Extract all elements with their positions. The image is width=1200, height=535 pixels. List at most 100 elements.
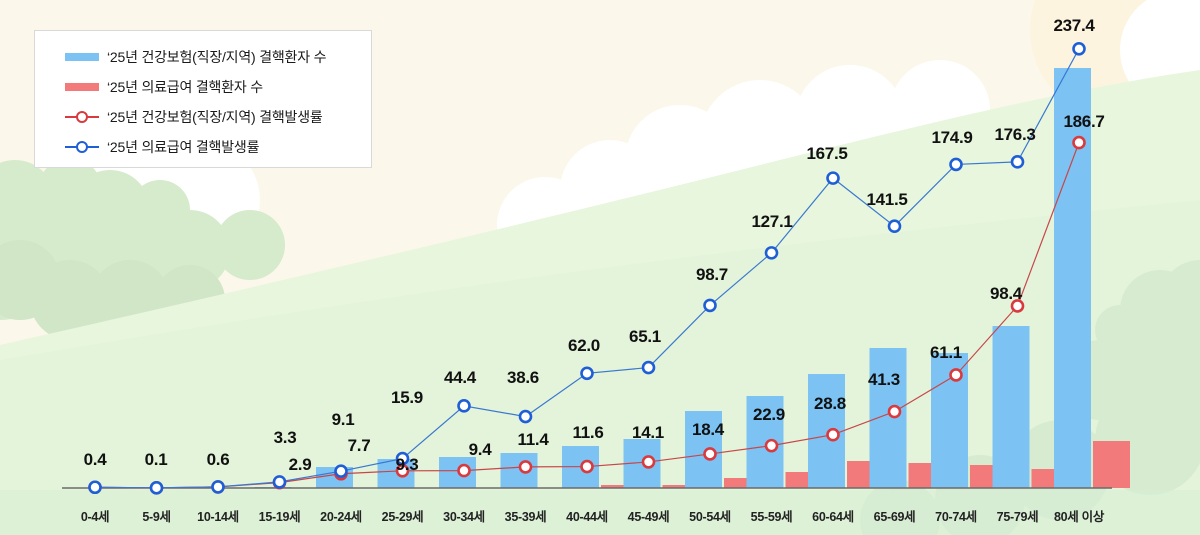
legend-label: ‘25년 의료급여 결핵환자 수 bbox=[107, 79, 263, 95]
legend-bar-swatch-blue bbox=[65, 53, 99, 61]
bar-series-group bbox=[254, 68, 1130, 488]
legend-label: ‘25년 건강보험(직장/지역) 결핵환자 수 bbox=[107, 49, 327, 65]
bar-health-count bbox=[869, 348, 907, 488]
marker-aid-rate bbox=[395, 451, 410, 466]
x-axis-label: 10-14세 bbox=[197, 510, 239, 524]
bar-health-count bbox=[746, 396, 784, 488]
x-axis-label: 15-19세 bbox=[258, 510, 301, 524]
marker-health-rate bbox=[641, 455, 656, 469]
legend-label: ‘25년 의료급여 결핵발생률 bbox=[107, 139, 260, 155]
x-axis-label: 35-39세 bbox=[504, 510, 547, 524]
marker-health-rate bbox=[703, 447, 717, 461]
value-label-aid-rate: 176.3 bbox=[994, 125, 1036, 144]
value-label-health-rate: 98.4 bbox=[990, 284, 1022, 303]
bar-health-count bbox=[685, 411, 722, 488]
value-label-aid-rate: 9.1 bbox=[331, 410, 355, 429]
x-axis-label: 40-44세 bbox=[566, 510, 608, 524]
x-axis-label: 5-9세 bbox=[142, 510, 171, 524]
value-label-health-rate: 14.1 bbox=[632, 423, 664, 442]
marker-aid-rate bbox=[334, 464, 348, 478]
legend-line-marker-blue-icon bbox=[65, 141, 99, 153]
value-label-health-rate: 7.7 bbox=[347, 436, 371, 455]
x-axis-label: 25-29세 bbox=[381, 510, 424, 524]
bar-aid-count bbox=[724, 478, 761, 488]
x-axis-label: 50-54세 bbox=[689, 510, 731, 524]
x-axis-label: 80세 이상 bbox=[1053, 510, 1105, 524]
legend-bar-swatch-red bbox=[65, 83, 99, 91]
value-label-health-rate: 9.3 bbox=[395, 455, 419, 474]
value-label-aid-rate: 0.6 bbox=[206, 450, 230, 469]
x-axis-label: 20-24세 bbox=[320, 510, 362, 524]
value-label-health-rate: 11.4 bbox=[517, 430, 549, 449]
value-label-aid-rate: 0.1 bbox=[144, 450, 168, 469]
bar-health-count bbox=[808, 374, 845, 488]
bar-health-count bbox=[1054, 68, 1091, 488]
x-axis-label: 65-69세 bbox=[873, 510, 916, 524]
marker-aid-rate bbox=[88, 480, 102, 495]
bar-aid-count bbox=[662, 485, 700, 488]
bar-aid-count bbox=[1093, 441, 1130, 488]
bar-health-count bbox=[992, 326, 1030, 488]
value-label-health-rate: 22.9 bbox=[753, 405, 785, 424]
value-label-health-rate: 61.1 bbox=[930, 343, 962, 362]
value-label-aid-rate: 141.5 bbox=[866, 190, 908, 209]
marker-aid-rate bbox=[1010, 155, 1025, 169]
x-axis-label: 75-79세 bbox=[996, 510, 1039, 524]
x-axis-label: 0-4세 bbox=[80, 510, 110, 524]
legend-item-health-count: ‘25년 건강보험(직장/지역) 결핵환자 수 bbox=[65, 47, 326, 67]
bar-health-count bbox=[500, 453, 538, 488]
value-label-aid-rate: 167.5 bbox=[806, 144, 848, 163]
marker-aid-rate bbox=[457, 399, 471, 413]
bar-aid-count bbox=[601, 485, 638, 488]
marker-aid-rate bbox=[764, 246, 779, 260]
value-label-health-rate: 9.4 bbox=[468, 440, 492, 459]
value-label-health-rate: 28.8 bbox=[814, 394, 846, 413]
value-label-health-rate: 11.6 bbox=[572, 423, 604, 442]
marker-health-rate bbox=[580, 459, 594, 474]
marker-aid-rate bbox=[518, 409, 533, 424]
legend-item-health-rate: ‘25년 건강보험(직장/지역) 결핵발생률 bbox=[65, 107, 323, 127]
marker-health-rate bbox=[764, 438, 779, 453]
marker-health-rate bbox=[518, 460, 533, 474]
legend: ‘25년 건강보험(직장/지역) 결핵환자 수 ‘25년 의료급여 결핵환자 수… bbox=[34, 30, 372, 168]
marker-aid-rate bbox=[580, 366, 594, 381]
marker-health-rate bbox=[1072, 135, 1086, 150]
marker-aid-rate bbox=[211, 480, 225, 494]
line-series-group bbox=[88, 42, 1086, 495]
value-label-aid-rate: 62.0 bbox=[568, 336, 600, 355]
x-axis-label: 60-64세 bbox=[812, 510, 854, 524]
value-label-aid-rate: 174.9 bbox=[931, 128, 973, 147]
marker-health-rate bbox=[1010, 299, 1025, 313]
legend-item-aid-rate: ‘25년 의료급여 결핵발생률 bbox=[65, 137, 259, 157]
legend-label: ‘25년 건강보험(직장/지역) 결핵발생률 bbox=[107, 109, 323, 125]
marker-health-rate bbox=[949, 368, 963, 382]
value-label-health-rate: 18.4 bbox=[692, 420, 724, 439]
marker-aid-rate bbox=[949, 157, 963, 172]
value-label-aid-rate: 237.4 bbox=[1053, 16, 1095, 35]
value-label-aid-rate: 38.6 bbox=[507, 368, 539, 387]
value-label-aid-rate: 98.7 bbox=[696, 265, 728, 284]
x-axis-label: 70-74세 bbox=[935, 510, 977, 524]
legend-item-aid-count: ‘25년 의료급여 결핵환자 수 bbox=[65, 77, 263, 97]
marker-aid-rate bbox=[887, 219, 902, 234]
value-label-health-rate: 2.9 bbox=[288, 455, 312, 474]
value-label-aid-rate: 15.9 bbox=[391, 388, 423, 407]
marker-health-rate bbox=[457, 463, 471, 478]
marker-aid-rate bbox=[149, 481, 164, 495]
value-label-health-rate: 41.3 bbox=[868, 370, 900, 389]
marker-health-rate bbox=[826, 427, 840, 442]
marker-aid-rate bbox=[1072, 42, 1086, 56]
value-label-aid-rate: 127.1 bbox=[751, 212, 793, 231]
x-axis-label: 55-59세 bbox=[750, 510, 793, 524]
x-axis-label: 30-34세 bbox=[443, 510, 485, 524]
marker-health-rate bbox=[887, 404, 902, 419]
value-label-aid-rate: 0.4 bbox=[83, 450, 107, 469]
value-label-aid-rate: 3.3 bbox=[273, 428, 297, 447]
value-label-aid-rate: 65.1 bbox=[629, 327, 661, 346]
x-axis-label: 45-49세 bbox=[627, 510, 670, 524]
marker-aid-rate bbox=[272, 475, 287, 489]
marker-aid-rate bbox=[703, 298, 717, 313]
value-label-aid-rate: 44.4 bbox=[444, 368, 476, 387]
marker-aid-rate bbox=[641, 360, 656, 375]
